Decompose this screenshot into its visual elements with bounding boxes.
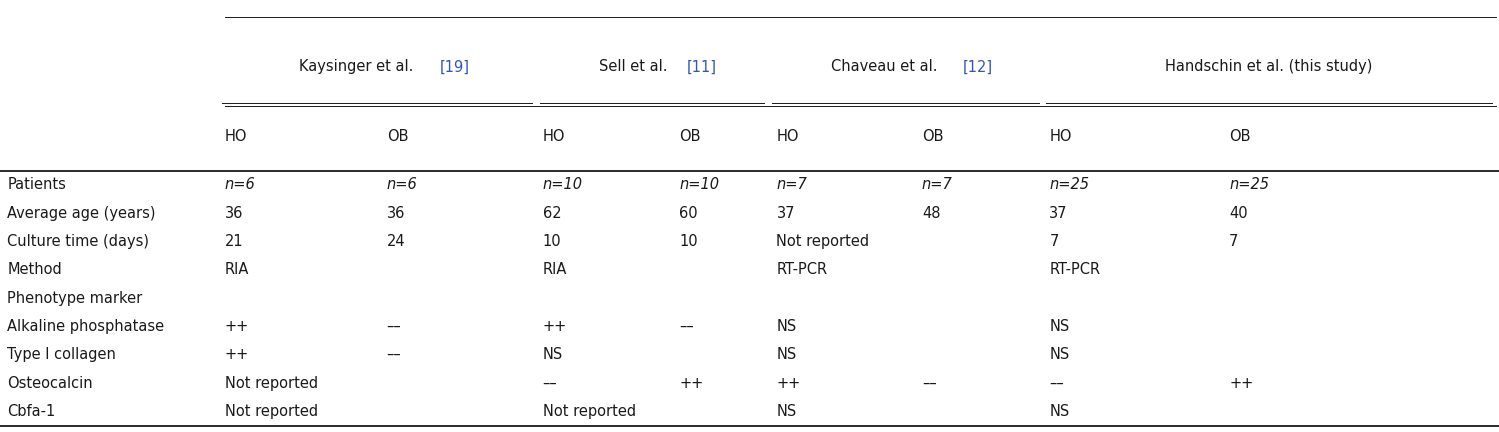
Text: Sell et al.: Sell et al.: [600, 60, 672, 74]
Text: 7: 7: [1049, 234, 1058, 249]
Text: HO: HO: [776, 129, 799, 143]
Text: NS: NS: [776, 347, 797, 362]
Text: [11]: [11]: [687, 60, 717, 74]
Text: ––: ––: [387, 319, 402, 334]
Text: 37: 37: [1049, 206, 1067, 221]
Text: HO: HO: [225, 129, 247, 143]
Text: Not reported: Not reported: [225, 404, 318, 419]
Text: Cbfa-1: Cbfa-1: [7, 404, 55, 419]
Text: n=6: n=6: [387, 177, 418, 192]
Text: NS: NS: [776, 404, 797, 419]
Text: OB: OB: [679, 129, 700, 143]
Text: n=7: n=7: [922, 177, 953, 192]
Text: 36: 36: [387, 206, 405, 221]
Text: 24: 24: [387, 234, 405, 249]
Text: Kaysinger et al.: Kaysinger et al.: [300, 60, 418, 74]
Text: 62: 62: [543, 206, 561, 221]
Text: Handschin et al. (this study): Handschin et al. (this study): [1165, 60, 1373, 74]
Text: n=10: n=10: [679, 177, 720, 192]
Text: OB: OB: [387, 129, 408, 143]
Text: 37: 37: [776, 206, 794, 221]
Text: HO: HO: [1049, 129, 1072, 143]
Text: NS: NS: [1049, 347, 1070, 362]
Text: 21: 21: [225, 234, 243, 249]
Text: NS: NS: [1049, 319, 1070, 334]
Text: ++: ++: [776, 375, 800, 391]
Text: 60: 60: [679, 206, 697, 221]
Text: 40: 40: [1229, 206, 1247, 221]
Text: Alkaline phosphatase: Alkaline phosphatase: [7, 319, 165, 334]
Text: n=6: n=6: [225, 177, 256, 192]
Text: Method: Method: [7, 262, 63, 277]
Text: 36: 36: [225, 206, 243, 221]
Text: ––: ––: [387, 347, 402, 362]
Text: 48: 48: [922, 206, 940, 221]
Text: n=10: n=10: [543, 177, 583, 192]
Text: n=25: n=25: [1229, 177, 1270, 192]
Text: ++: ++: [543, 319, 567, 334]
Text: Not reported: Not reported: [225, 375, 318, 391]
Text: NS: NS: [543, 347, 564, 362]
Text: OB: OB: [1229, 129, 1250, 143]
Text: Osteocalcin: Osteocalcin: [7, 375, 93, 391]
Text: Average age (years): Average age (years): [7, 206, 156, 221]
Text: Phenotype marker: Phenotype marker: [7, 291, 142, 305]
Text: RT-PCR: RT-PCR: [776, 262, 827, 277]
Text: ++: ++: [1229, 375, 1253, 391]
Text: RIA: RIA: [543, 262, 567, 277]
Text: ––: ––: [679, 319, 694, 334]
Text: n=7: n=7: [776, 177, 808, 192]
Text: 7: 7: [1229, 234, 1238, 249]
Text: RT-PCR: RT-PCR: [1049, 262, 1100, 277]
Text: Type I collagen: Type I collagen: [7, 347, 117, 362]
Text: NS: NS: [776, 319, 797, 334]
Text: 10: 10: [543, 234, 561, 249]
Text: ––: ––: [543, 375, 558, 391]
Text: Chaveau et al.: Chaveau et al.: [830, 60, 941, 74]
Text: NS: NS: [1049, 404, 1070, 419]
Text: ++: ++: [679, 375, 703, 391]
Text: n=25: n=25: [1049, 177, 1090, 192]
Text: Culture time (days): Culture time (days): [7, 234, 150, 249]
Text: Not reported: Not reported: [776, 234, 869, 249]
Text: [19]: [19]: [439, 60, 469, 74]
Text: RIA: RIA: [225, 262, 249, 277]
Text: ––: ––: [1049, 375, 1064, 391]
Text: ++: ++: [225, 347, 249, 362]
Text: Patients: Patients: [7, 177, 66, 192]
Text: OB: OB: [922, 129, 943, 143]
Text: [12]: [12]: [962, 60, 992, 74]
Text: Not reported: Not reported: [543, 404, 636, 419]
Text: 10: 10: [679, 234, 697, 249]
Text: HO: HO: [543, 129, 565, 143]
Text: ++: ++: [225, 319, 249, 334]
Text: ––: ––: [922, 375, 937, 391]
